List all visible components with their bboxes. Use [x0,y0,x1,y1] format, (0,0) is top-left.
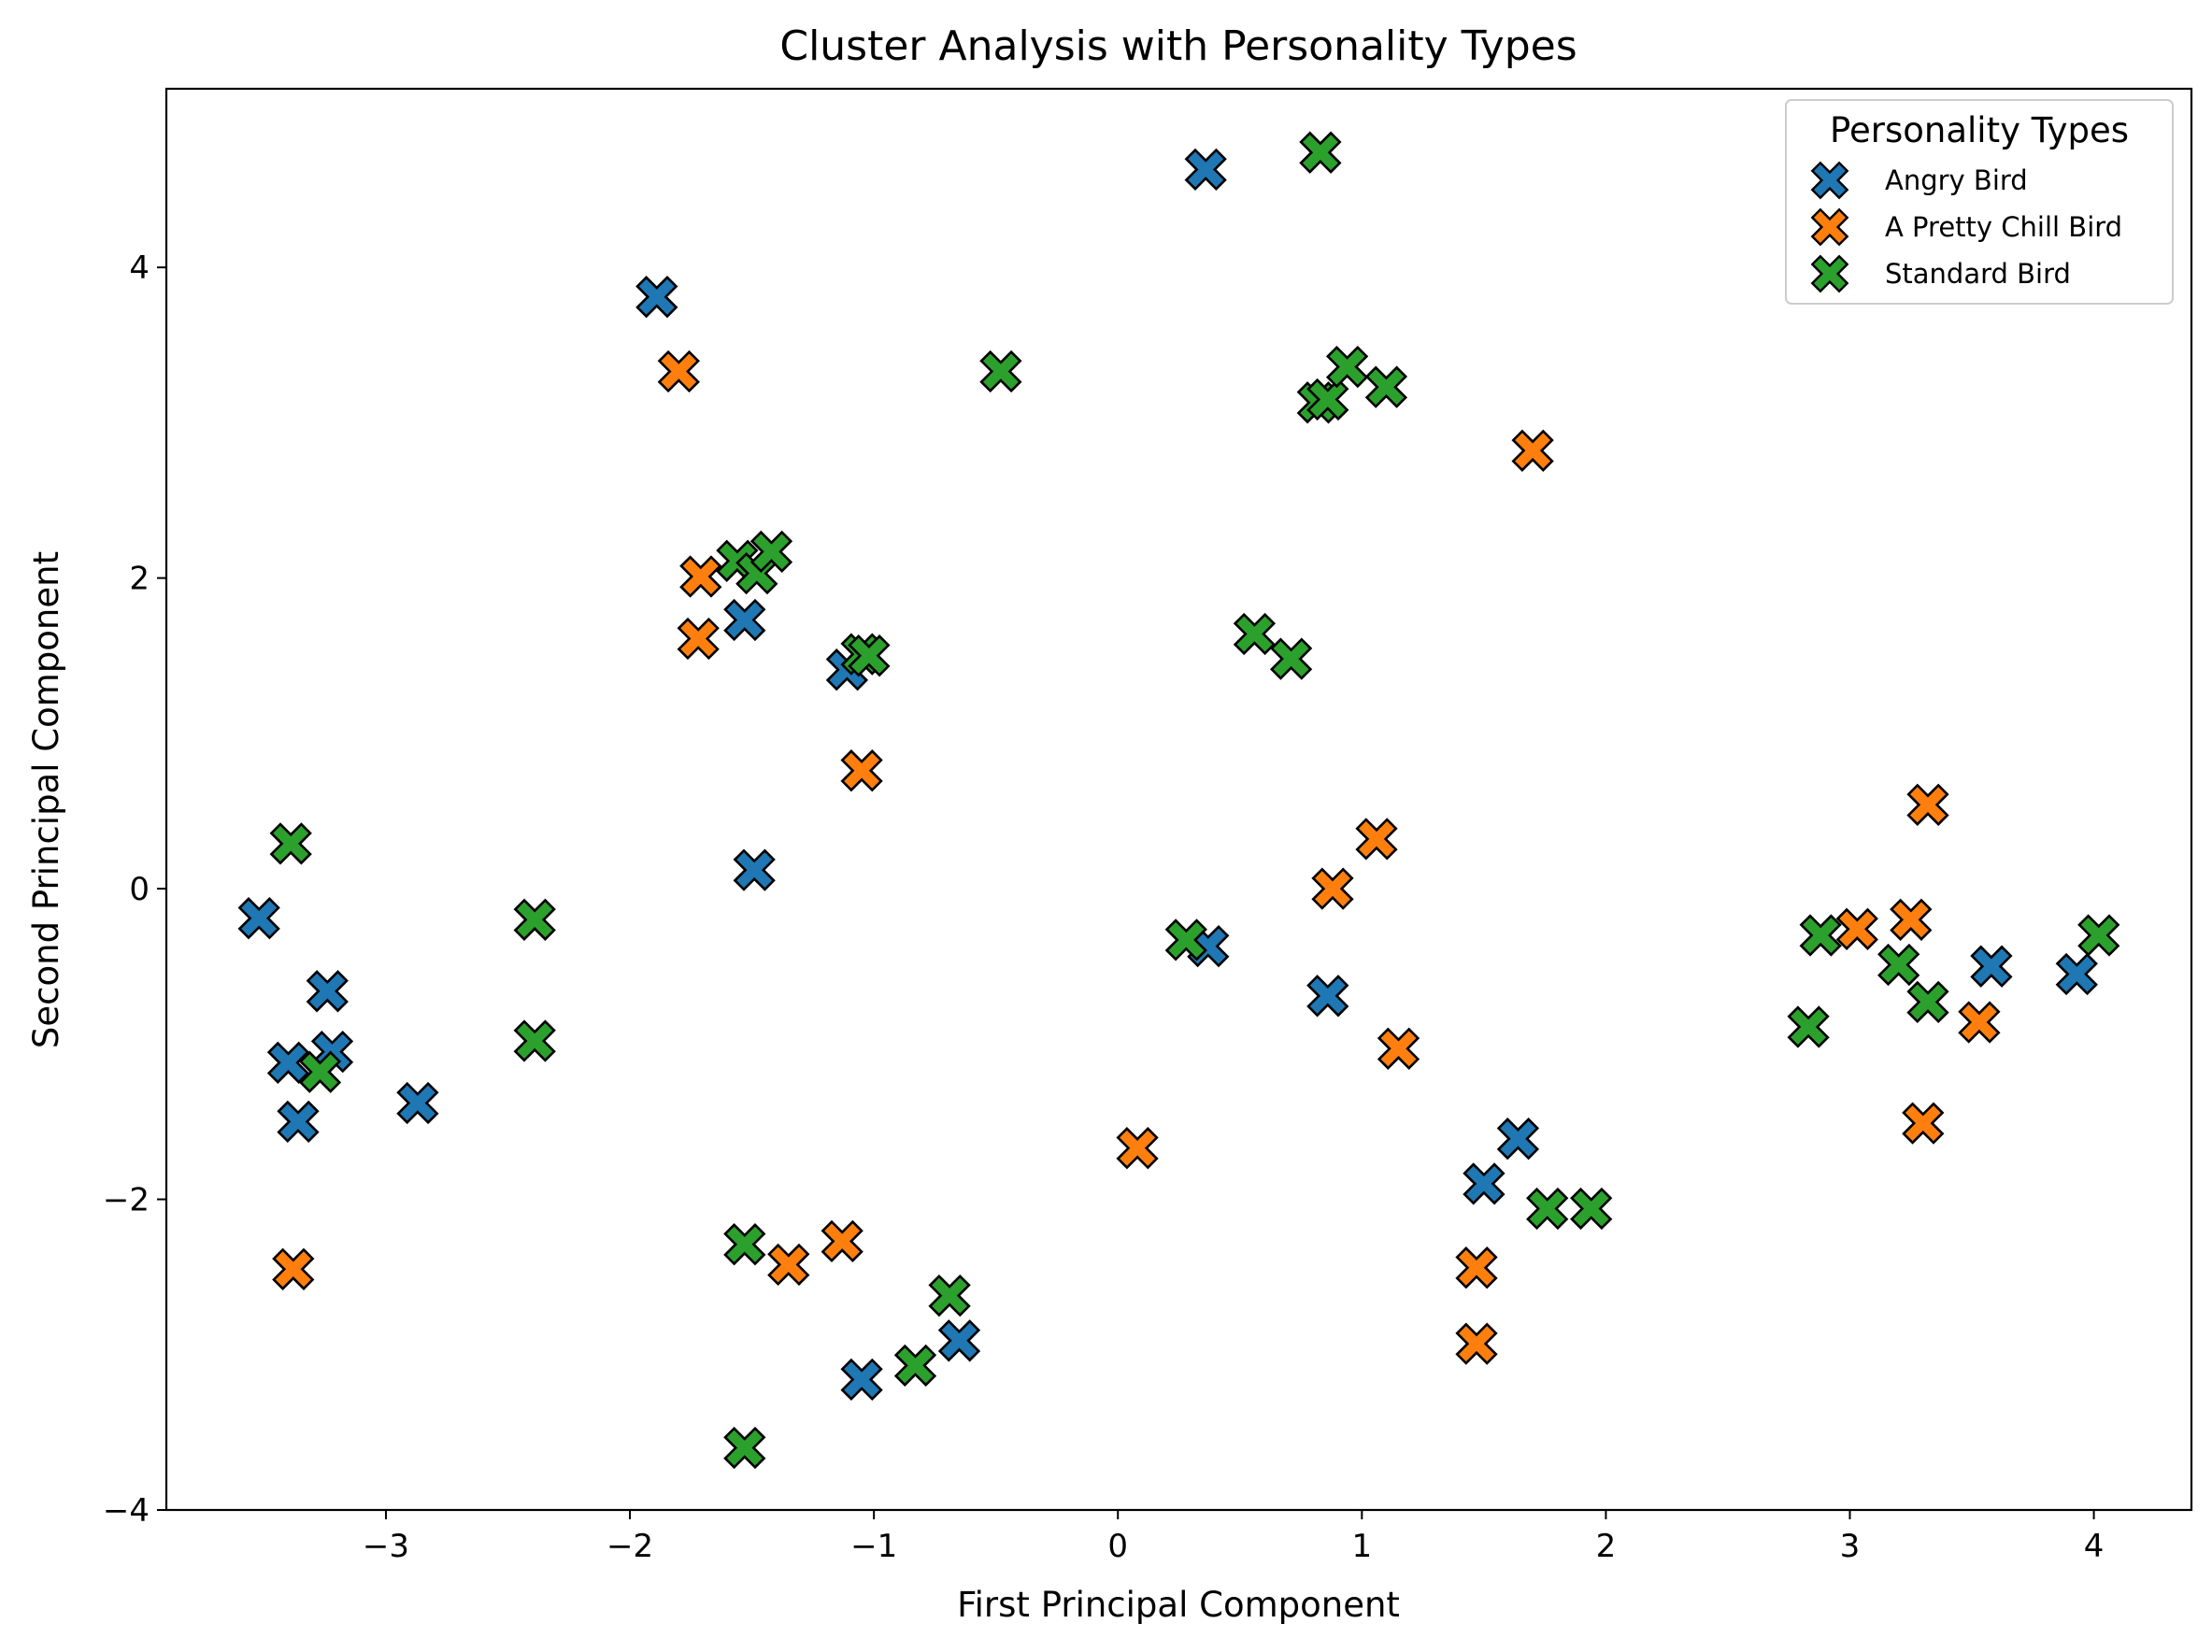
x-tick-label: 4 [2084,1528,2105,1565]
data-point [677,617,720,661]
data-point [277,1100,320,1144]
data-point [821,1219,863,1263]
legend-frame [1785,99,2174,305]
y-tick-label: 0 [129,871,150,908]
legend-title: Personality Types [1830,110,2129,150]
data-point [266,1041,310,1084]
data-point [513,898,556,941]
data-point [513,1019,556,1062]
data-point [1325,345,1369,389]
data-point [749,530,793,574]
series-1 [272,349,2001,1365]
data-point [840,1358,883,1402]
data-point [1233,612,1277,656]
x-tick-label: 0 [1107,1528,1128,1565]
legend-label: Standard Bird [1885,258,2071,290]
x-tick-label: −3 [363,1528,409,1565]
data-point [1496,1118,1540,1161]
data-point [1799,914,1842,957]
data-point [679,555,722,598]
data-point [2077,914,2120,957]
data-point [1455,1246,1498,1289]
legend-marker [1810,254,1849,293]
series-2 [269,131,2120,1470]
data-point [723,598,766,642]
data-point [1511,429,1554,472]
data-point [1526,1187,1569,1231]
data-point [1269,637,1313,680]
data-point [1902,1102,1945,1145]
data-point [1787,1005,1830,1048]
data-point [979,349,1022,393]
data-point [723,1426,766,1470]
data-point [1570,1187,1613,1231]
data-point [272,1247,315,1290]
data-point [893,1344,937,1388]
y-axis-label: Second Principal Component [26,551,66,1048]
x-tick-label: 1 [1351,1528,1372,1565]
legend-marker [1810,161,1849,200]
y-tick-label: 4 [129,249,150,287]
x-axis-ticks: −3 −2 −1 0 1 2 3 4 [363,1510,2104,1565]
data-point [1377,1027,1420,1070]
legend-label: Angry Bird [1885,164,2028,196]
y-tick-label: −2 [103,1182,150,1219]
legend-items: Angry Bird A Pretty Chill Bird Standard Bi… [1810,161,2122,293]
data-point [1311,867,1354,910]
data-point [1116,1127,1159,1170]
x-tick-label: −1 [850,1528,897,1565]
data-point [767,1243,810,1287]
data-point [237,897,280,940]
data-point [2055,952,2098,996]
data-point [1364,365,1408,408]
data-point [1835,907,1878,950]
data-point [1455,1322,1498,1365]
y-tick-label: 2 [129,561,150,598]
data-point [723,1223,766,1266]
data-point [733,848,776,891]
data-point [937,1319,981,1362]
x-tick-label: 2 [1596,1528,1617,1565]
data-marks [237,131,2120,1470]
data-point [840,749,883,792]
data-point [848,634,891,677]
data-point [1906,783,1949,826]
data-point [657,349,700,393]
data-point [306,970,349,1013]
data-point [1877,943,1920,987]
plot-area-frame [164,87,2193,1512]
data-point [1164,919,1207,961]
data-point [1906,980,1949,1024]
data-point [1355,818,1398,861]
x-tick-label: −2 [607,1528,653,1565]
data-point [1306,975,1349,1018]
legend: Personality Types Angry Bird A Pretty Chi… [1785,99,2174,305]
x-tick-label: 3 [1840,1528,1861,1565]
data-point [1958,1001,2001,1044]
y-axis-ticks: −4 −2 0 2 4 [103,249,166,1530]
data-point [269,822,312,865]
data-point [1299,131,1342,174]
data-point [396,1081,439,1125]
legend-label: A Pretty Chill Bird [1885,211,2122,243]
data-point [1306,377,1349,421]
data-point [1463,1162,1506,1205]
chart-title: Cluster Analysis with Personality Types [779,22,1577,70]
data-point [635,276,678,319]
legend-marker [1810,207,1849,247]
data-point [298,1050,342,1093]
data-point [1970,945,2013,988]
data-point [1890,898,1933,941]
data-point [928,1274,971,1317]
y-tick-label: −4 [103,1492,150,1530]
x-axis-label: First Principal Component [957,1585,1400,1625]
data-point [1184,148,1227,192]
